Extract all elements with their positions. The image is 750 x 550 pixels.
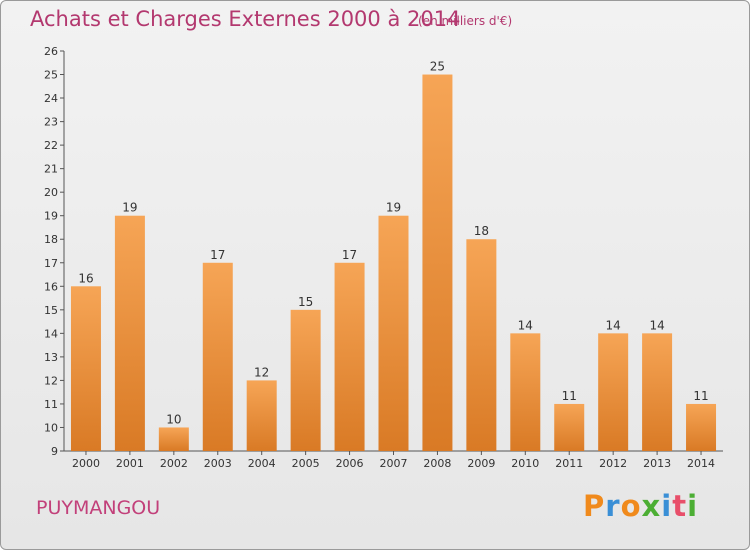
bar-2004 [246, 380, 277, 451]
y-tick-label: 23 [44, 116, 58, 129]
y-tick-label: 11 [44, 398, 58, 411]
x-tick-label: 2004 [248, 457, 276, 470]
data-label-2004: 12 [254, 365, 269, 379]
data-label-2010: 14 [518, 318, 533, 332]
bar-2013 [642, 333, 673, 451]
logo-letter: x [641, 489, 662, 523]
x-tick-label: 2012 [599, 457, 627, 470]
data-label-2000: 16 [78, 271, 93, 285]
x-tick-label: 2009 [467, 457, 495, 470]
x-tick-label: 2001 [116, 457, 144, 470]
logo-letter: r [605, 489, 621, 523]
x-tick-label: 2007 [380, 457, 408, 470]
x-tick-label: 2002 [160, 457, 188, 470]
y-tick-label: 24 [44, 92, 58, 105]
bar-2011 [554, 403, 585, 451]
y-tick-label: 17 [44, 257, 58, 270]
bar-2000 [70, 286, 101, 451]
bar-2005 [290, 309, 321, 451]
y-tick-label: 26 [44, 45, 58, 58]
data-label-2011: 11 [562, 389, 577, 403]
bar-2003 [202, 262, 233, 451]
data-label-2007: 19 [386, 201, 401, 215]
bar-2009 [466, 239, 497, 451]
data-label-2003: 17 [210, 248, 225, 262]
logo-letter: i [661, 489, 673, 523]
chart-title: Achats et Charges Externes 2000 à 2014 [30, 7, 461, 31]
y-tick-label: 13 [44, 351, 58, 364]
x-tick-label: 2014 [687, 457, 715, 470]
bar-2010 [510, 333, 541, 451]
x-tick-label: 2005 [292, 457, 320, 470]
y-tick-label: 20 [44, 186, 58, 199]
y-tick-label: 16 [44, 280, 58, 293]
logo-letter: P [583, 489, 606, 523]
x-tick-label: 2000 [72, 457, 100, 470]
bar-2006 [334, 262, 365, 451]
bar-2012 [598, 333, 629, 451]
x-tick-label: 2003 [204, 457, 232, 470]
y-tick-label: 21 [44, 163, 58, 176]
logo-letter: i [687, 489, 699, 523]
bar-2007 [378, 215, 409, 451]
data-label-2009: 18 [474, 224, 489, 238]
x-tick-label: 2008 [423, 457, 451, 470]
y-tick-label: 9 [51, 445, 58, 458]
data-label-2014: 11 [693, 389, 708, 403]
bar-2008 [422, 74, 453, 451]
data-label-2008: 25 [430, 60, 445, 74]
chart-subtitle: (en milliers d'€) [418, 14, 513, 28]
data-label-2002: 10 [166, 412, 181, 426]
proxiti-logo: Proxiti [583, 489, 698, 523]
y-tick-label: 14 [44, 327, 58, 340]
x-tick-label: 2011 [555, 457, 583, 470]
data-label-2001: 19 [122, 201, 137, 215]
y-tick-label: 10 [44, 421, 58, 434]
data-label-2012: 14 [606, 318, 621, 332]
logo-letter: t [672, 489, 688, 523]
y-tick-label: 18 [44, 233, 58, 246]
x-tick-label: 2010 [511, 457, 539, 470]
bar-2014 [686, 403, 717, 451]
x-tick-label: 2006 [336, 457, 364, 470]
y-tick-label: 22 [44, 139, 58, 152]
y-tick-label: 12 [44, 374, 58, 387]
y-tick-label: 25 [44, 69, 58, 82]
bar-2002 [158, 427, 189, 451]
data-label-2013: 14 [649, 318, 664, 332]
y-tick-label: 19 [44, 210, 58, 223]
data-label-2006: 17 [342, 248, 357, 262]
x-tick-label: 2013 [643, 457, 671, 470]
logo-letter: o [620, 489, 642, 523]
data-label-2005: 15 [298, 295, 313, 309]
y-tick-label: 15 [44, 304, 58, 317]
town-name: PUYMANGOU [36, 497, 161, 519]
bar-2001 [114, 215, 145, 451]
